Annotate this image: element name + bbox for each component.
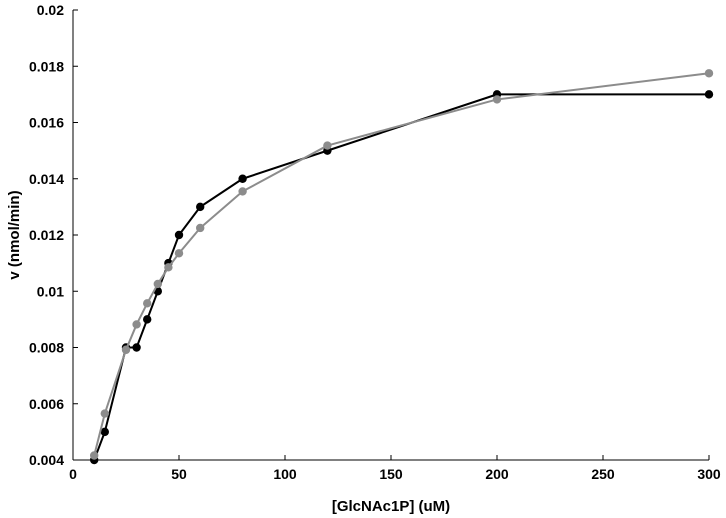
series-1-point — [196, 202, 205, 212]
x-tick-label: 150 — [379, 466, 403, 482]
x-tick-label: 300 — [697, 466, 721, 482]
series-1-point — [143, 315, 152, 324]
series-2-point — [121, 345, 131, 354]
y-axis-title: v (nmol/min) — [6, 190, 23, 279]
y-tick-label: 0.012 — [29, 227, 64, 243]
series-1-point — [174, 230, 184, 240]
series-1-line — [93, 93, 709, 461]
series-1-point — [132, 343, 141, 352]
x-axis-title: [GlcNAc1P] (uM) — [332, 498, 450, 515]
y-tick-label: 0.004 — [29, 452, 64, 468]
series-2-point — [174, 249, 184, 258]
y-tick-label: 0.018 — [29, 58, 64, 74]
series-2-point — [238, 187, 247, 196]
x-tick-label: 50 — [171, 466, 187, 482]
series-2-point — [143, 299, 152, 308]
series-2-point — [90, 451, 99, 460]
y-tick-label: 0.006 — [29, 396, 64, 412]
series-2-point — [704, 69, 714, 78]
series-1 — [90, 90, 714, 465]
y-tick-label: 0.016 — [29, 115, 64, 131]
series-2-point — [132, 320, 141, 329]
series-1-point — [100, 427, 110, 437]
series-2-point — [164, 263, 173, 272]
y-tick-label: 0.01 — [37, 283, 64, 299]
x-tick-label: 250 — [591, 466, 615, 482]
series-2-line — [93, 72, 710, 456]
y-tick-label: 0.02 — [37, 2, 64, 18]
series-2-point — [153, 279, 162, 289]
series-2-point — [323, 141, 332, 150]
x-tick-label: 0 — [69, 466, 77, 482]
series-2-point — [492, 95, 502, 104]
series-2-point — [196, 223, 205, 233]
series-1-point — [238, 174, 247, 183]
y-tick-label: 0.008 — [29, 340, 64, 356]
y-tick-label: 0.014 — [29, 171, 64, 187]
x-tick-label: 200 — [485, 466, 509, 482]
series-layer — [90, 69, 714, 465]
series-1-point — [704, 90, 714, 99]
series-2 — [90, 69, 714, 460]
series-2-point — [100, 409, 110, 418]
x-tick-label: 100 — [273, 466, 297, 482]
axes: 0 50 100 150 200 250 300 0.004 0.006 0.008 0.01 0.0… — [29, 2, 721, 482]
